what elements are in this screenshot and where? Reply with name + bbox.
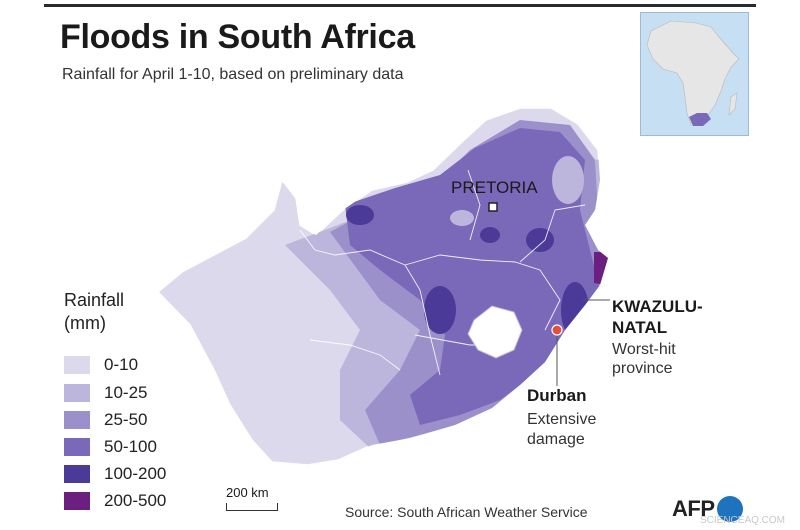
legend-title-line2: (mm) [64, 313, 106, 333]
lesotho-outline [467, 305, 523, 359]
top-rule [44, 4, 756, 7]
kzn-note-line2: province [612, 360, 673, 377]
legend-swatch [64, 492, 90, 510]
legend-swatch [64, 411, 90, 429]
label-kwazulu-natal: KWAZULU- NATAL [612, 296, 703, 338]
legend-label: 25-50 [104, 410, 148, 429]
watermark: SCIENCEAQ.COM [700, 515, 786, 526]
source-note: Source: South African Weather Service [345, 504, 588, 520]
rain-zone-100-200 [346, 205, 374, 225]
legend-label: 200-500 [104, 491, 167, 510]
south-africa-highlight [689, 113, 711, 126]
rain-zone-100-200 [561, 282, 589, 338]
scale-bar [226, 503, 278, 511]
legend-label: 50-100 [104, 437, 157, 456]
legend-item: 10-25 [64, 383, 147, 403]
label-kzn-note: Worst-hit province [612, 340, 676, 378]
legend-item: 100-200 [64, 464, 166, 484]
kzn-line1: KWAZULU- [612, 297, 703, 316]
scale-label: 200 km [226, 485, 269, 500]
label-durban: Durban [527, 386, 587, 405]
legend-item: 0-10 [64, 355, 138, 375]
afp-logo: AFP [672, 496, 743, 522]
map-title: Floods in South Africa [60, 18, 415, 56]
legend-label: 10-25 [104, 383, 148, 402]
rain-zone-100-200 [526, 228, 554, 252]
rain-zone-10-25 [552, 156, 584, 204]
afp-logo-dot [716, 496, 743, 522]
inset-map [640, 12, 749, 136]
legend-label: 100-200 [104, 464, 167, 483]
afp-logo-text: AFP [672, 496, 715, 521]
rain-zone-10-25 [450, 210, 474, 226]
legend-item: 200-500 [64, 491, 166, 511]
label-durban-note: Extensive damage [527, 410, 596, 450]
madagascar-shape [728, 92, 738, 116]
pretoria-marker [488, 202, 498, 212]
legend-label: 0-10 [104, 355, 139, 374]
legend-title: Rainfall (mm) [64, 289, 124, 335]
legend-swatch [64, 438, 90, 456]
rain-zone-50-100 [345, 128, 600, 425]
map-subtitle: Rainfall for April 1-10, based on prelim… [62, 66, 404, 83]
legend-swatch [64, 384, 90, 402]
kzn-note-line1: Worst-hit [612, 341, 676, 358]
durban-marker [551, 324, 563, 336]
legend-title-line1: Rainfall [64, 290, 125, 310]
durban-note-line1: Extensive [527, 411, 597, 428]
province-borders [299, 169, 586, 376]
kzn-line2: NATAL [612, 318, 668, 337]
durban-note-line2: damage [527, 431, 585, 448]
rain-zone-100-200 [424, 286, 456, 334]
rain-zone-100-200 [480, 227, 500, 243]
legend-swatch [64, 356, 90, 374]
legend-item: 25-50 [64, 410, 147, 430]
africa-shape [646, 20, 740, 126]
legend-swatch [64, 465, 90, 483]
africa-inset [646, 20, 740, 126]
label-pretoria: PRETORIA [451, 178, 538, 197]
legend-item: 50-100 [64, 437, 157, 457]
